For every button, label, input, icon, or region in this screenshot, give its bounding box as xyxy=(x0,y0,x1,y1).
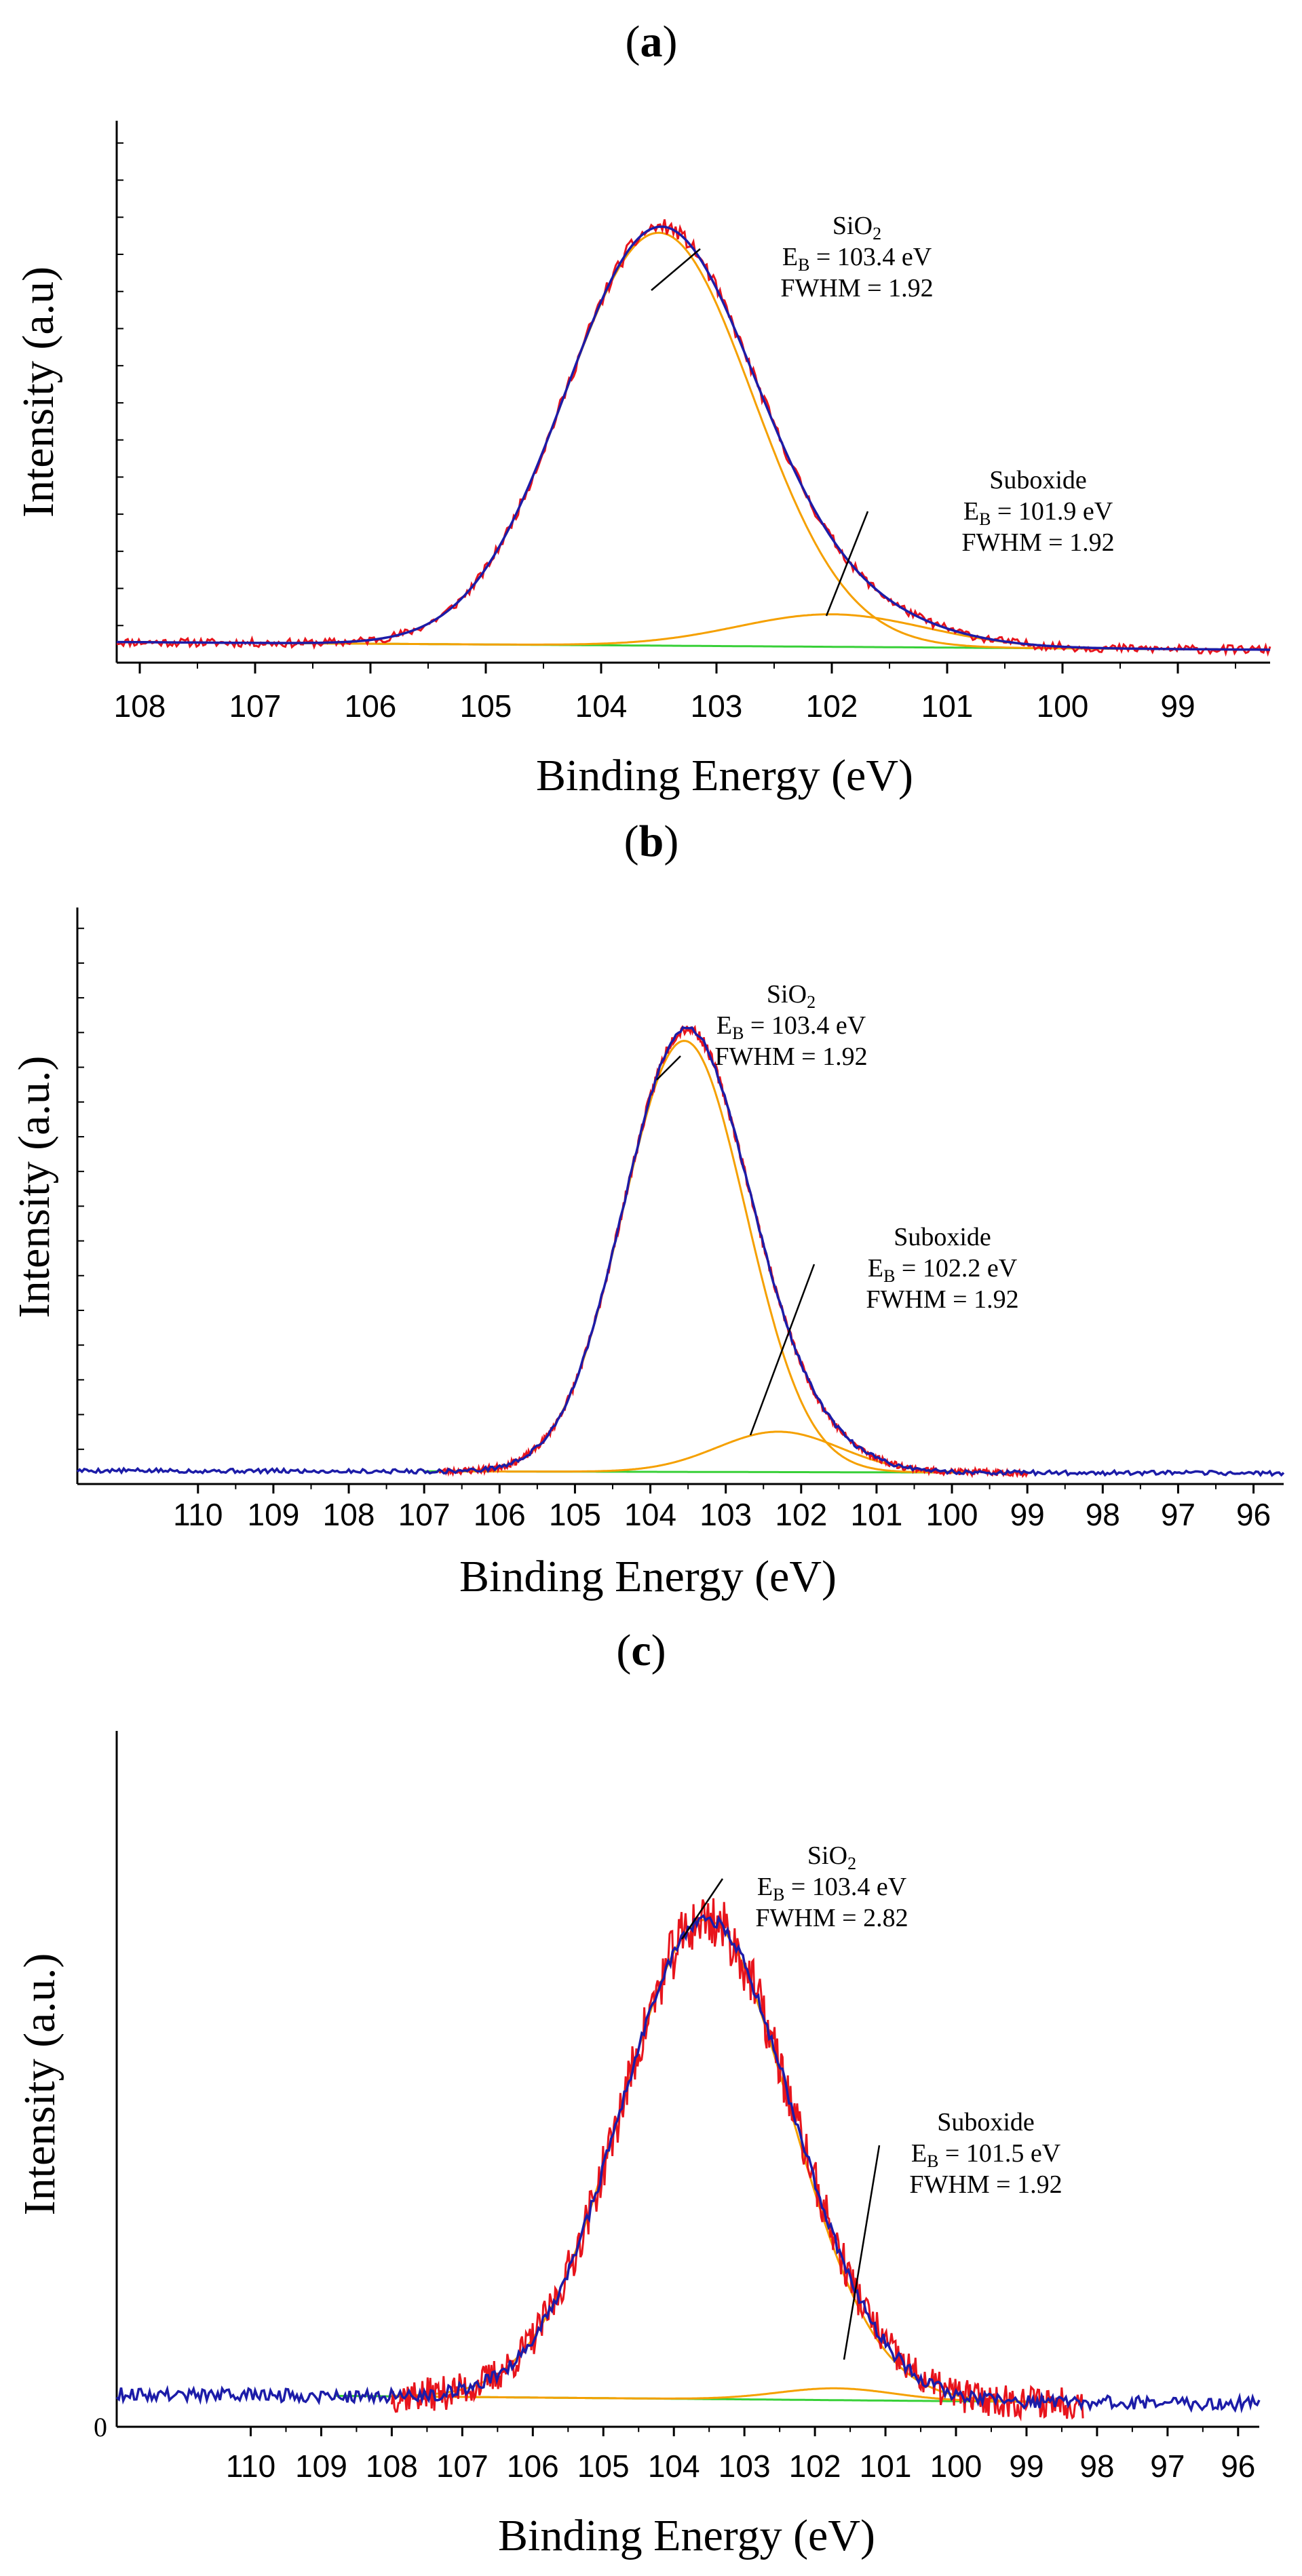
panel-title: (a) xyxy=(626,17,678,66)
x-tick-label: 109 xyxy=(295,2448,347,2484)
binding-energy-label: EB = 103.4 eV xyxy=(782,243,932,275)
peak-label: Suboxide xyxy=(937,2108,1035,2136)
x-tick-label: 108 xyxy=(323,1497,375,1532)
x-tick-label: 98 xyxy=(1079,2448,1114,2484)
x-tick-label: 102 xyxy=(806,688,858,724)
peak-label: SiO2 xyxy=(832,212,881,243)
x-tick-label: 104 xyxy=(648,2448,700,2484)
y-axis-label: Intensity (a.u.) xyxy=(9,1056,59,1319)
y-axis-label: Intensity (a.u.) xyxy=(15,1953,64,2216)
x-tick-label: 101 xyxy=(921,688,974,724)
x-tick-label: 108 xyxy=(366,2448,418,2484)
x-tick-label: 107 xyxy=(229,688,282,724)
x-tick-label: 107 xyxy=(436,2448,489,2484)
sio2-component-curve xyxy=(117,231,1270,651)
peak-label: Suboxide xyxy=(894,1223,991,1251)
x-tick-label: 107 xyxy=(398,1497,451,1532)
x-tick-label: 100 xyxy=(930,2448,982,2484)
x-tick-label: 103 xyxy=(691,688,743,724)
x-tick-label: 105 xyxy=(549,1497,601,1532)
annotation-leader-line xyxy=(656,1055,681,1080)
x-tick-label: 97 xyxy=(1161,1497,1195,1532)
x-tick-label: 110 xyxy=(226,2448,275,2484)
panel-b: (b) 110 109 108 107 106 105 104 103 102 101 100 99 98… xyxy=(9,817,1285,1601)
x-tick-label: 102 xyxy=(775,1497,827,1532)
x-tick-label: 99 xyxy=(1009,2448,1043,2484)
annotation-leader-line xyxy=(681,1878,724,1940)
binding-energy-label: EB = 102.2 eV xyxy=(868,1254,1018,1286)
x-axis-label: Binding Energy (eV) xyxy=(498,2511,875,2560)
x-tick-label: 108 xyxy=(114,688,166,724)
binding-energy-label: EB = 103.4 eV xyxy=(716,1011,866,1043)
x-axis-label: Binding Energy (eV) xyxy=(459,1552,837,1601)
x-tick-label: 103 xyxy=(700,1497,752,1532)
x-tick-label: 104 xyxy=(575,688,628,724)
binding-energy-label: EB = 101.9 eV xyxy=(963,497,1113,529)
binding-energy-label: EB = 103.4 eV xyxy=(757,1873,907,1905)
fwhm-label: FWHM = 1.92 xyxy=(961,528,1114,557)
envelope-curve xyxy=(117,225,1270,651)
binding-energy-label: EB = 101.5 eV xyxy=(911,2139,1061,2171)
y-axis-label: Intensity (a.u) xyxy=(14,267,63,518)
fwhm-label: FWHM = 1.92 xyxy=(714,1042,867,1071)
panel-title: (b) xyxy=(624,817,679,866)
x-tick-label: 106 xyxy=(507,2448,559,2484)
x-tick-label: 101 xyxy=(851,1497,903,1532)
x-tick-label: 98 xyxy=(1086,1497,1120,1532)
suboxide-component-curve xyxy=(391,2387,1055,2403)
fwhm-label: FWHM = 1.92 xyxy=(909,2170,1062,2199)
y-origin-label: 0 xyxy=(94,2412,107,2442)
x-tick-label: 110 xyxy=(173,1497,223,1532)
x-tick-label: 109 xyxy=(248,1497,300,1532)
suboxide-component-curve xyxy=(439,1430,968,1473)
x-axis-label: Binding Energy (eV) xyxy=(536,751,913,800)
x-tick-label: 97 xyxy=(1150,2448,1185,2484)
sio2-component-curve xyxy=(439,1040,968,1474)
panel-title: (c) xyxy=(616,1626,666,1675)
x-tick-label: 99 xyxy=(1160,688,1195,724)
panel-a: (a) 108 107 106 105 104 103 102 101 100 99 Binding … xyxy=(14,17,1271,800)
measured-curve xyxy=(390,1898,1084,2422)
x-tick-label: 106 xyxy=(345,688,397,724)
fwhm-label: FWHM = 1.92 xyxy=(866,1285,1018,1314)
x-tick-label: 101 xyxy=(860,2448,912,2484)
x-tick-label: 99 xyxy=(1010,1497,1045,1532)
annotation-leader-line xyxy=(749,1264,816,1436)
fwhm-label: FWHM = 1.92 xyxy=(780,274,933,303)
x-tick-label: 104 xyxy=(624,1497,676,1532)
peak-label: Suboxide xyxy=(989,466,1087,494)
x-tick-label: 100 xyxy=(926,1497,978,1532)
peak-label: SiO2 xyxy=(807,1841,856,1873)
annotation-leader-line xyxy=(825,511,869,617)
x-tick-label: 96 xyxy=(1221,2448,1255,2484)
x-tick-label: 106 xyxy=(474,1497,526,1532)
x-tick-label: 103 xyxy=(719,2448,771,2484)
annotation-leader-line xyxy=(843,2145,881,2360)
x-tick-label: 100 xyxy=(1037,688,1089,724)
x-tick-label: 105 xyxy=(577,2448,630,2484)
envelope-curve xyxy=(76,1026,1285,1477)
peak-label: SiO2 xyxy=(767,980,816,1012)
envelope-curve xyxy=(115,1913,1261,2414)
x-tick-label: 102 xyxy=(789,2448,841,2484)
suboxide-component-curve xyxy=(117,613,1270,651)
annotation-leader-line xyxy=(651,248,701,291)
fwhm-label: FWHM = 2.82 xyxy=(755,1904,908,1932)
measured-curve xyxy=(116,219,1271,657)
x-tick-label: 96 xyxy=(1236,1497,1271,1532)
panel-c: (c) 0 110 109 108 107 106 105 104 103 102 101 100 99 9… xyxy=(15,1626,1261,2560)
x-tick-label: 105 xyxy=(460,688,512,724)
